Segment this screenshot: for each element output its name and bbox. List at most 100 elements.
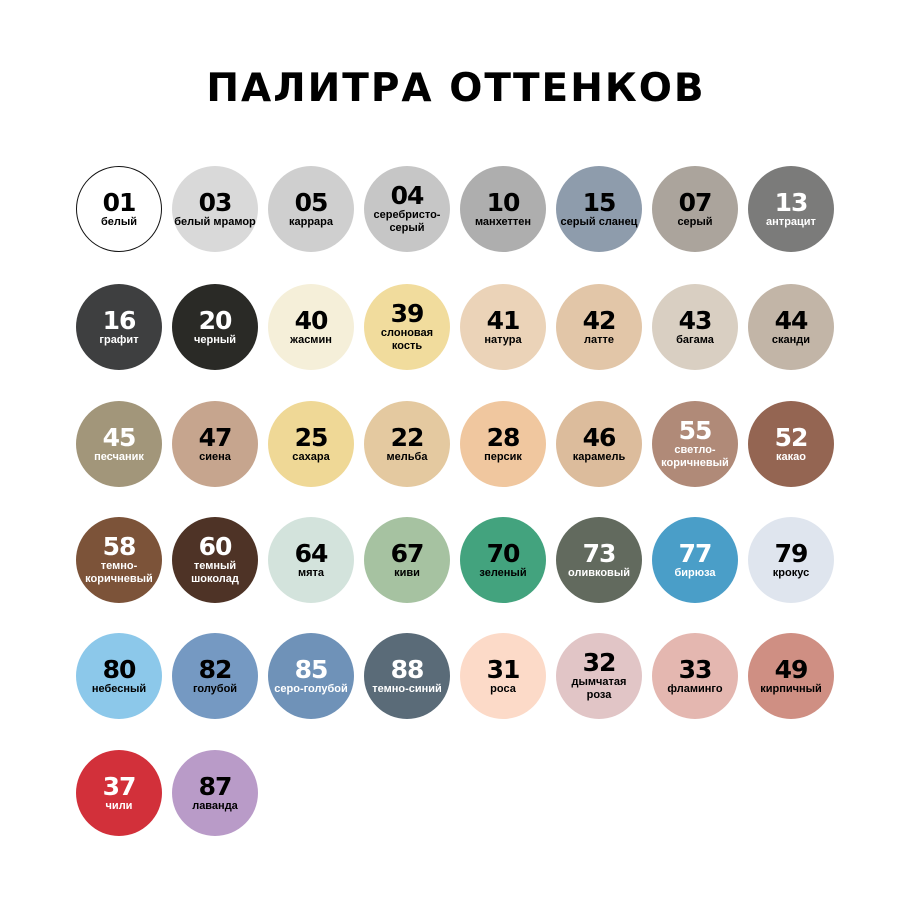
- color-swatch-33: 33 фламинго: [652, 633, 738, 719]
- swatch-name: какао: [776, 450, 806, 463]
- swatch-code: 82: [198, 654, 233, 684]
- swatch-code: 01: [102, 187, 137, 217]
- color-swatch-79: 79 крокус: [748, 517, 834, 603]
- swatch-name: голубой: [192, 682, 238, 695]
- swatch-code: 10: [486, 187, 521, 217]
- swatch-name: жасмин: [290, 333, 332, 346]
- swatch-code: 49: [774, 654, 809, 684]
- swatch-name: мята: [297, 566, 325, 579]
- swatch-code: 32: [582, 648, 617, 677]
- swatch-code: 64: [294, 538, 329, 568]
- color-swatch-07: 07 серый: [652, 166, 738, 252]
- swatch-name: антрацит: [766, 215, 816, 228]
- color-swatch-73: 73 оливковый: [556, 517, 642, 603]
- swatch-code: 79: [774, 538, 809, 568]
- swatch-name: светло-коричневый: [661, 444, 729, 469]
- swatch-name: мельба: [386, 450, 428, 463]
- swatch-name: каррара: [288, 215, 334, 228]
- swatch-code: 28: [486, 422, 521, 452]
- swatch-name: багама: [676, 333, 714, 346]
- color-swatch-52: 52 какао: [748, 401, 834, 487]
- color-swatch-25: 25 сахара: [268, 401, 354, 487]
- swatch-name: фламинго: [667, 682, 723, 695]
- color-swatch-16: 16 графит: [76, 284, 162, 370]
- swatch-name: персик: [484, 450, 522, 463]
- swatch-code: 15: [582, 187, 617, 217]
- swatch-code: 46: [582, 422, 617, 452]
- swatch-name: темно-коричневый: [85, 560, 153, 585]
- swatch-code: 55: [678, 416, 713, 445]
- swatch-name: черный: [193, 333, 237, 346]
- color-swatch-82: 82 голубой: [172, 633, 258, 719]
- color-swatch-85: 85 серо-голубой: [268, 633, 354, 719]
- swatch-name: зеленый: [479, 566, 527, 579]
- swatch-code: 58: [102, 532, 137, 561]
- swatch-name: темный шоколад: [191, 560, 239, 585]
- color-swatch-32: 32 дымчатая роза: [556, 633, 642, 719]
- swatch-code: 13: [774, 187, 809, 217]
- swatch-code: 22: [390, 422, 425, 452]
- color-swatch-31: 31 роса: [460, 633, 546, 719]
- color-swatch-42: 42 латте: [556, 284, 642, 370]
- color-swatch-05: 05 каррара: [268, 166, 354, 252]
- swatch-code: 43: [678, 305, 713, 335]
- color-swatch-37: 37 чили: [76, 750, 162, 836]
- swatch-name: лаванда: [192, 799, 238, 812]
- swatch-name: песчаник: [94, 450, 144, 463]
- color-swatch-39: 39 слоновая кость: [364, 284, 450, 370]
- swatch-code: 31: [486, 654, 521, 684]
- color-swatch-15: 15 серый сланец: [556, 166, 642, 252]
- swatch-name: белый мрамор: [174, 215, 256, 228]
- swatch-name: чили: [105, 799, 133, 812]
- swatch-code: 87: [198, 771, 233, 801]
- swatch-name: дымчатая роза: [571, 676, 627, 701]
- swatch-code: 60: [198, 532, 233, 561]
- swatch-name: роса: [490, 682, 516, 695]
- swatch-code: 25: [294, 422, 329, 452]
- swatch-code: 05: [294, 187, 329, 217]
- swatch-name: манхеттен: [474, 215, 532, 228]
- color-swatch-77: 77 бирюза: [652, 517, 738, 603]
- color-swatch-40: 40 жасмин: [268, 284, 354, 370]
- color-swatch-46: 46 карамель: [556, 401, 642, 487]
- swatch-code: 37: [102, 771, 137, 801]
- swatch-code: 52: [774, 422, 809, 452]
- swatch-code: 70: [486, 538, 521, 568]
- swatch-name: небесный: [91, 682, 147, 695]
- swatch-name: белый: [100, 215, 138, 228]
- swatch-name: натура: [484, 333, 522, 346]
- color-swatch-20: 20 черный: [172, 284, 258, 370]
- color-swatch-64: 64 мята: [268, 517, 354, 603]
- color-swatch-60: 60 темный шоколад: [172, 517, 258, 603]
- swatch-code: 03: [198, 187, 233, 217]
- swatch-name: сиена: [199, 450, 231, 463]
- color-swatch-58: 58 темно-коричневый: [76, 517, 162, 603]
- swatch-name: кирпичный: [760, 682, 822, 695]
- color-swatch-10: 10 манхеттен: [460, 166, 546, 252]
- color-swatch-04: 04 серебристо-серый: [364, 166, 450, 252]
- swatch-code: 73: [582, 538, 617, 568]
- swatch-code: 42: [582, 305, 617, 335]
- swatch-code: 77: [678, 538, 713, 568]
- page-title: ПАЛИТРА ОТТЕНКОВ: [206, 66, 706, 111]
- swatch-name: серебристо-серый: [373, 209, 441, 234]
- color-swatch-87: 87 лаванда: [172, 750, 258, 836]
- color-swatch-03: 03 белый мрамор: [172, 166, 258, 252]
- swatch-name: серо-голубой: [274, 682, 348, 695]
- swatch-code: 33: [678, 654, 713, 684]
- swatch-name: серый сланец: [560, 215, 638, 228]
- swatch-code: 80: [102, 654, 137, 684]
- swatch-code: 67: [390, 538, 425, 568]
- swatch-name: темно-синий: [372, 682, 442, 695]
- swatch-name: графит: [99, 333, 139, 346]
- swatch-name: слоновая кость: [380, 327, 434, 352]
- color-swatch-28: 28 персик: [460, 401, 546, 487]
- color-swatch-41: 41 натура: [460, 284, 546, 370]
- swatch-code: 44: [774, 305, 809, 335]
- color-swatch-67: 67 киви: [364, 517, 450, 603]
- swatch-code: 20: [198, 305, 233, 335]
- swatch-code: 16: [102, 305, 137, 335]
- swatch-name: латте: [584, 333, 614, 346]
- swatch-name: киви: [394, 566, 420, 579]
- swatch-code: 41: [486, 305, 521, 335]
